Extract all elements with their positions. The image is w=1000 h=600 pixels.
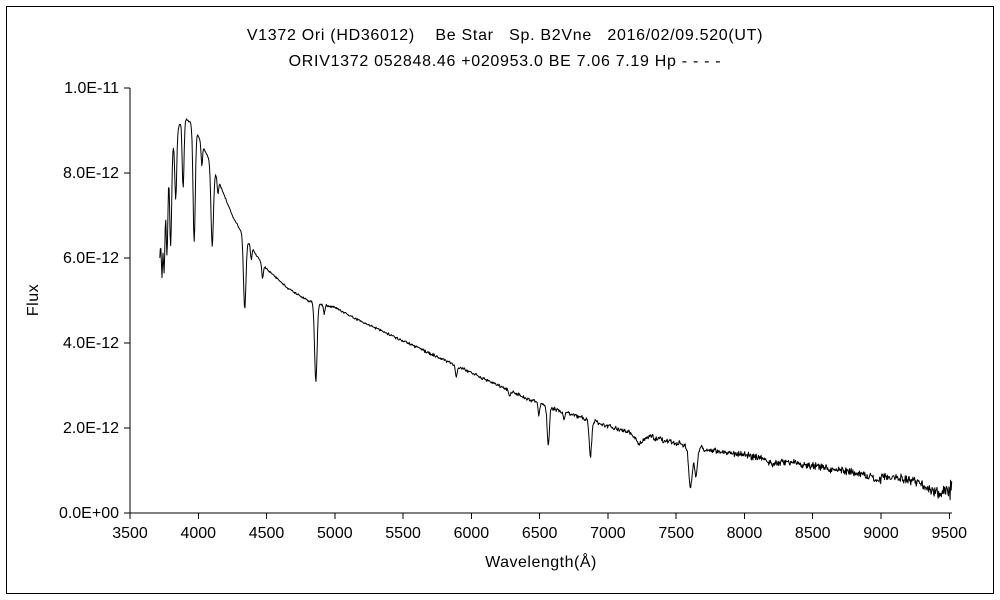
x-tick-label: 9500 [931,525,967,542]
x-tick-label: 6000 [454,525,490,542]
chart-title: V1372 Ori (HD36012) Be Star Sp. B2Vne 20… [247,27,763,44]
x-tick-label: 5000 [317,525,353,542]
axis-lines [129,88,952,514]
y-tick-label: 2.0E-12 [63,420,119,437]
x-tick-label: 9000 [863,525,899,542]
y-tick-label: 4.0E-12 [63,335,119,352]
x-tick-label: 8000 [727,525,763,542]
spectrum-line [159,118,953,501]
x-axis-label: Wavelength(Å) [485,552,597,571]
y-tick-label: 6.0E-12 [63,250,119,267]
y-tick-label: 1.0E-11 [64,80,119,97]
x-tick-label: 3500 [112,525,148,542]
y-axis-label: Flux [25,284,42,316]
x-tick-label: 8500 [795,525,831,542]
plot-area: 3500 4000 4500 5000 5500 6000 6500 7000 7500 8000… [59,80,967,542]
x-tick-label: 6500 [522,525,558,542]
x-tick-label: 7000 [590,525,626,542]
y-tick-label: 8.0E-12 [63,165,119,182]
x-tick-label: 4500 [249,525,285,542]
y-tick-label: 0.0E+00 [59,505,119,522]
chart-subtitle: ORIV1372 052848.46 +020953.0 BE 7.06 7.1… [289,53,722,70]
x-tick-label: 7500 [658,525,694,542]
figure-border [6,6,994,594]
axes [124,87,952,519]
x-tick-label: 4000 [180,525,216,542]
x-tick-label: 5500 [385,525,421,542]
